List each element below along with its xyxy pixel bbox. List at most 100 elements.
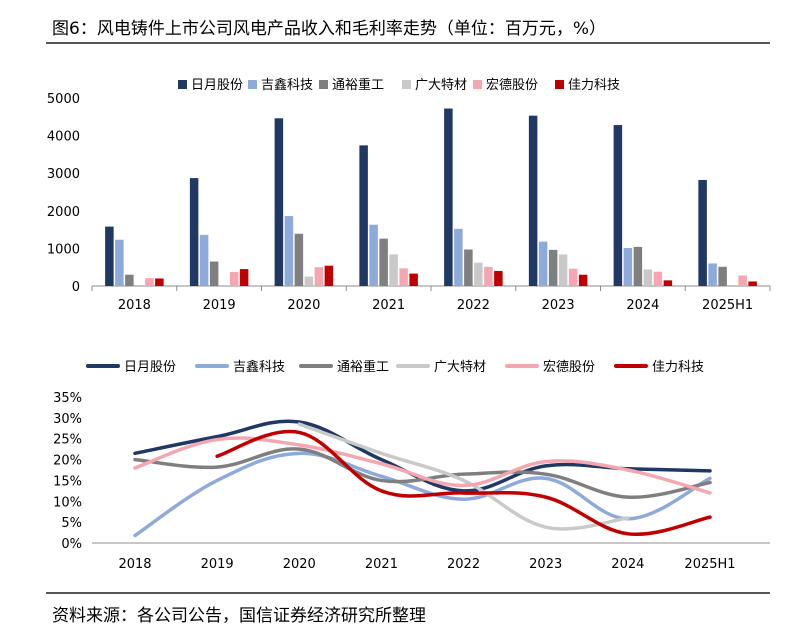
bar bbox=[643, 269, 653, 286]
legend-swatch bbox=[555, 80, 564, 89]
bar bbox=[698, 179, 707, 286]
legend-label: 日月股份 bbox=[124, 360, 176, 375]
bar bbox=[314, 267, 324, 286]
bar bbox=[359, 145, 368, 286]
bar bbox=[155, 278, 164, 286]
gross-margin-line-chart: 日月股份 吉鑫科技 通裕重工 广大特材 宏德股份 佳力科技 0% 5% 10% 15% 20% 25%… bbox=[53, 359, 770, 572]
y-tick-label: 4000 bbox=[47, 130, 80, 145]
x-tick-label: 2025H1 bbox=[684, 557, 735, 572]
bar bbox=[409, 273, 418, 286]
bar bbox=[379, 238, 388, 286]
figure-title: 图6：风电铸件上市公司风电产品收入和毛利率走势（单位：百万元，%） bbox=[52, 19, 606, 39]
source-note: 资料来源：各公司公告，国信证券经济研究所整理 bbox=[52, 606, 426, 626]
bar bbox=[623, 248, 633, 286]
bar bbox=[708, 263, 717, 286]
legend-label: 广大特材 bbox=[415, 78, 467, 93]
y-tick-label: 30% bbox=[53, 412, 82, 427]
x-tick-label: 2018 bbox=[118, 298, 151, 313]
legend-label: 日月股份 bbox=[191, 78, 243, 93]
bar bbox=[538, 241, 548, 286]
title-divider bbox=[46, 42, 770, 44]
bar bbox=[464, 249, 473, 286]
bar bbox=[454, 228, 463, 286]
bar bbox=[528, 115, 538, 286]
bar bbox=[578, 274, 588, 286]
bar bbox=[239, 269, 249, 286]
bar bbox=[229, 272, 239, 286]
y-tick-label: 5% bbox=[61, 516, 82, 531]
legend-label: 宏德股份 bbox=[543, 360, 595, 375]
bar bbox=[484, 266, 493, 286]
series-line bbox=[133, 447, 712, 499]
y-tick-label: 20% bbox=[53, 454, 82, 469]
bar bbox=[324, 265, 334, 286]
bar bbox=[304, 276, 314, 286]
legend-swatch bbox=[402, 80, 411, 89]
legend-swatch bbox=[178, 80, 187, 89]
x-tick-label: 2019 bbox=[201, 557, 234, 572]
bar bbox=[568, 268, 578, 286]
bar bbox=[274, 118, 284, 286]
bar bbox=[189, 178, 199, 286]
bar bbox=[115, 239, 124, 286]
bar bbox=[294, 233, 304, 286]
bar bbox=[389, 254, 398, 286]
x-tick-label: 2024 bbox=[611, 557, 644, 572]
legend-label: 佳力科技 bbox=[652, 360, 704, 375]
x-tick-label: 2023 bbox=[529, 557, 562, 572]
bar bbox=[558, 254, 568, 286]
bar bbox=[145, 278, 154, 286]
x-tick-label: 2022 bbox=[447, 557, 480, 572]
y-tick-label: 2000 bbox=[47, 205, 80, 220]
bar bbox=[663, 280, 673, 286]
x-tick-label: 2020 bbox=[287, 298, 320, 313]
bar bbox=[284, 216, 294, 286]
bar bbox=[369, 224, 378, 286]
legend-swatch bbox=[248, 80, 257, 89]
legend-label: 佳力科技 bbox=[568, 78, 620, 93]
series-line bbox=[297, 422, 630, 531]
series-line bbox=[215, 429, 712, 537]
legend-swatch bbox=[473, 80, 482, 89]
bar bbox=[444, 108, 453, 286]
legend-label: 吉鑫科技 bbox=[261, 77, 313, 93]
legend-label: 吉鑫科技 bbox=[233, 359, 285, 375]
footer-divider bbox=[46, 592, 770, 594]
y-tick-label: 1000 bbox=[47, 242, 80, 257]
bar bbox=[633, 246, 643, 286]
bar bbox=[105, 226, 114, 286]
y-tick-label: 5000 bbox=[47, 92, 80, 107]
x-tick-label: 2022 bbox=[457, 298, 490, 313]
bar bbox=[474, 262, 483, 286]
x-tick-label: 2025H1 bbox=[702, 298, 753, 313]
legend-label: 通裕重工 bbox=[337, 359, 389, 375]
bar bbox=[125, 274, 134, 286]
bar bbox=[718, 266, 727, 286]
y-tick-label: 15% bbox=[53, 474, 82, 489]
bar bbox=[613, 125, 623, 287]
x-tick-label: 2021 bbox=[365, 557, 398, 572]
y-tick-label: 0 bbox=[72, 280, 80, 295]
series-line bbox=[133, 451, 712, 538]
bar bbox=[399, 268, 408, 286]
x-tick-label: 2024 bbox=[626, 298, 659, 313]
y-tick-label: 35% bbox=[53, 391, 82, 406]
legend-swatch bbox=[319, 80, 328, 89]
legend-label: 通裕重工 bbox=[332, 77, 384, 93]
legend-label: 广大特材 bbox=[434, 360, 486, 375]
legend-label: 宏德股份 bbox=[486, 78, 538, 93]
x-tick-label: 2021 bbox=[372, 298, 405, 313]
bar bbox=[209, 261, 219, 286]
series-line bbox=[133, 436, 712, 495]
bar bbox=[548, 249, 558, 286]
x-tick-label: 2019 bbox=[203, 298, 236, 313]
bar bbox=[653, 271, 663, 286]
y-tick-label: 0% bbox=[61, 537, 82, 552]
x-tick-label: 2018 bbox=[118, 557, 151, 572]
x-tick-label: 2023 bbox=[542, 298, 575, 313]
bar bbox=[494, 270, 503, 286]
bar bbox=[748, 281, 757, 286]
bar bbox=[199, 234, 209, 286]
revenue-bar-chart: 日月股份 吉鑫科技 通裕重工 广大特材 宏德股份 佳力科技 0 1000 2000 3000 400… bbox=[47, 77, 771, 313]
y-tick-label: 10% bbox=[53, 495, 82, 510]
